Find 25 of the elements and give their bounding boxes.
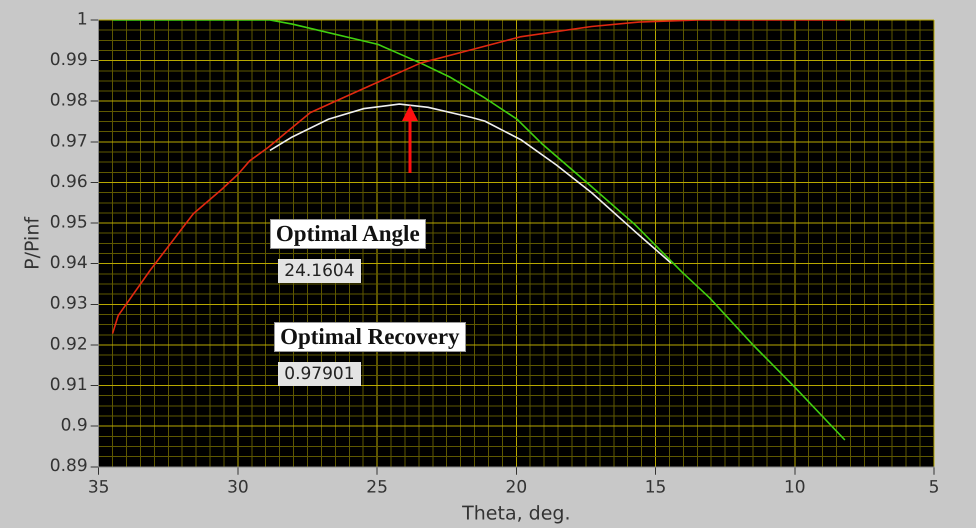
y-tick-label: 0.89	[50, 456, 88, 476]
y-tick-label: 0.93	[50, 294, 88, 314]
x-tick-label: 20	[506, 477, 528, 498]
annotation: Optimal Angle	[270, 218, 426, 249]
x-tick-label: 30	[227, 477, 249, 498]
y-tick-label: 0.98	[50, 90, 88, 111]
y-tick-label: 0.92	[50, 334, 88, 354]
y-tick-label: 0.94	[50, 253, 88, 274]
y-tick-label: 0.9	[60, 416, 88, 436]
annotation: 0.97901	[278, 362, 361, 386]
y-tick-label: 1	[76, 9, 88, 30]
x-tick-label: 5	[928, 477, 940, 498]
annotation: Optimal Recovery	[274, 322, 466, 352]
x-tick-label: 10	[784, 477, 806, 498]
y-tick-label: 0.95	[50, 212, 88, 233]
y-tick-label: 0.91	[50, 374, 88, 395]
x-tick-label: 25	[366, 477, 388, 498]
x-tick-label: 35	[88, 477, 110, 498]
y-tick-label: 0.96	[50, 172, 88, 192]
y-axis-title: P/Pinf	[21, 216, 44, 270]
x-axis-title: Theta, deg.	[461, 502, 571, 525]
annotation: 24.1604	[278, 259, 361, 284]
y-tick-label: 0.97	[50, 131, 88, 152]
y-tick-label: 0.99	[50, 50, 88, 70]
x-tick-label: 15	[644, 477, 666, 498]
